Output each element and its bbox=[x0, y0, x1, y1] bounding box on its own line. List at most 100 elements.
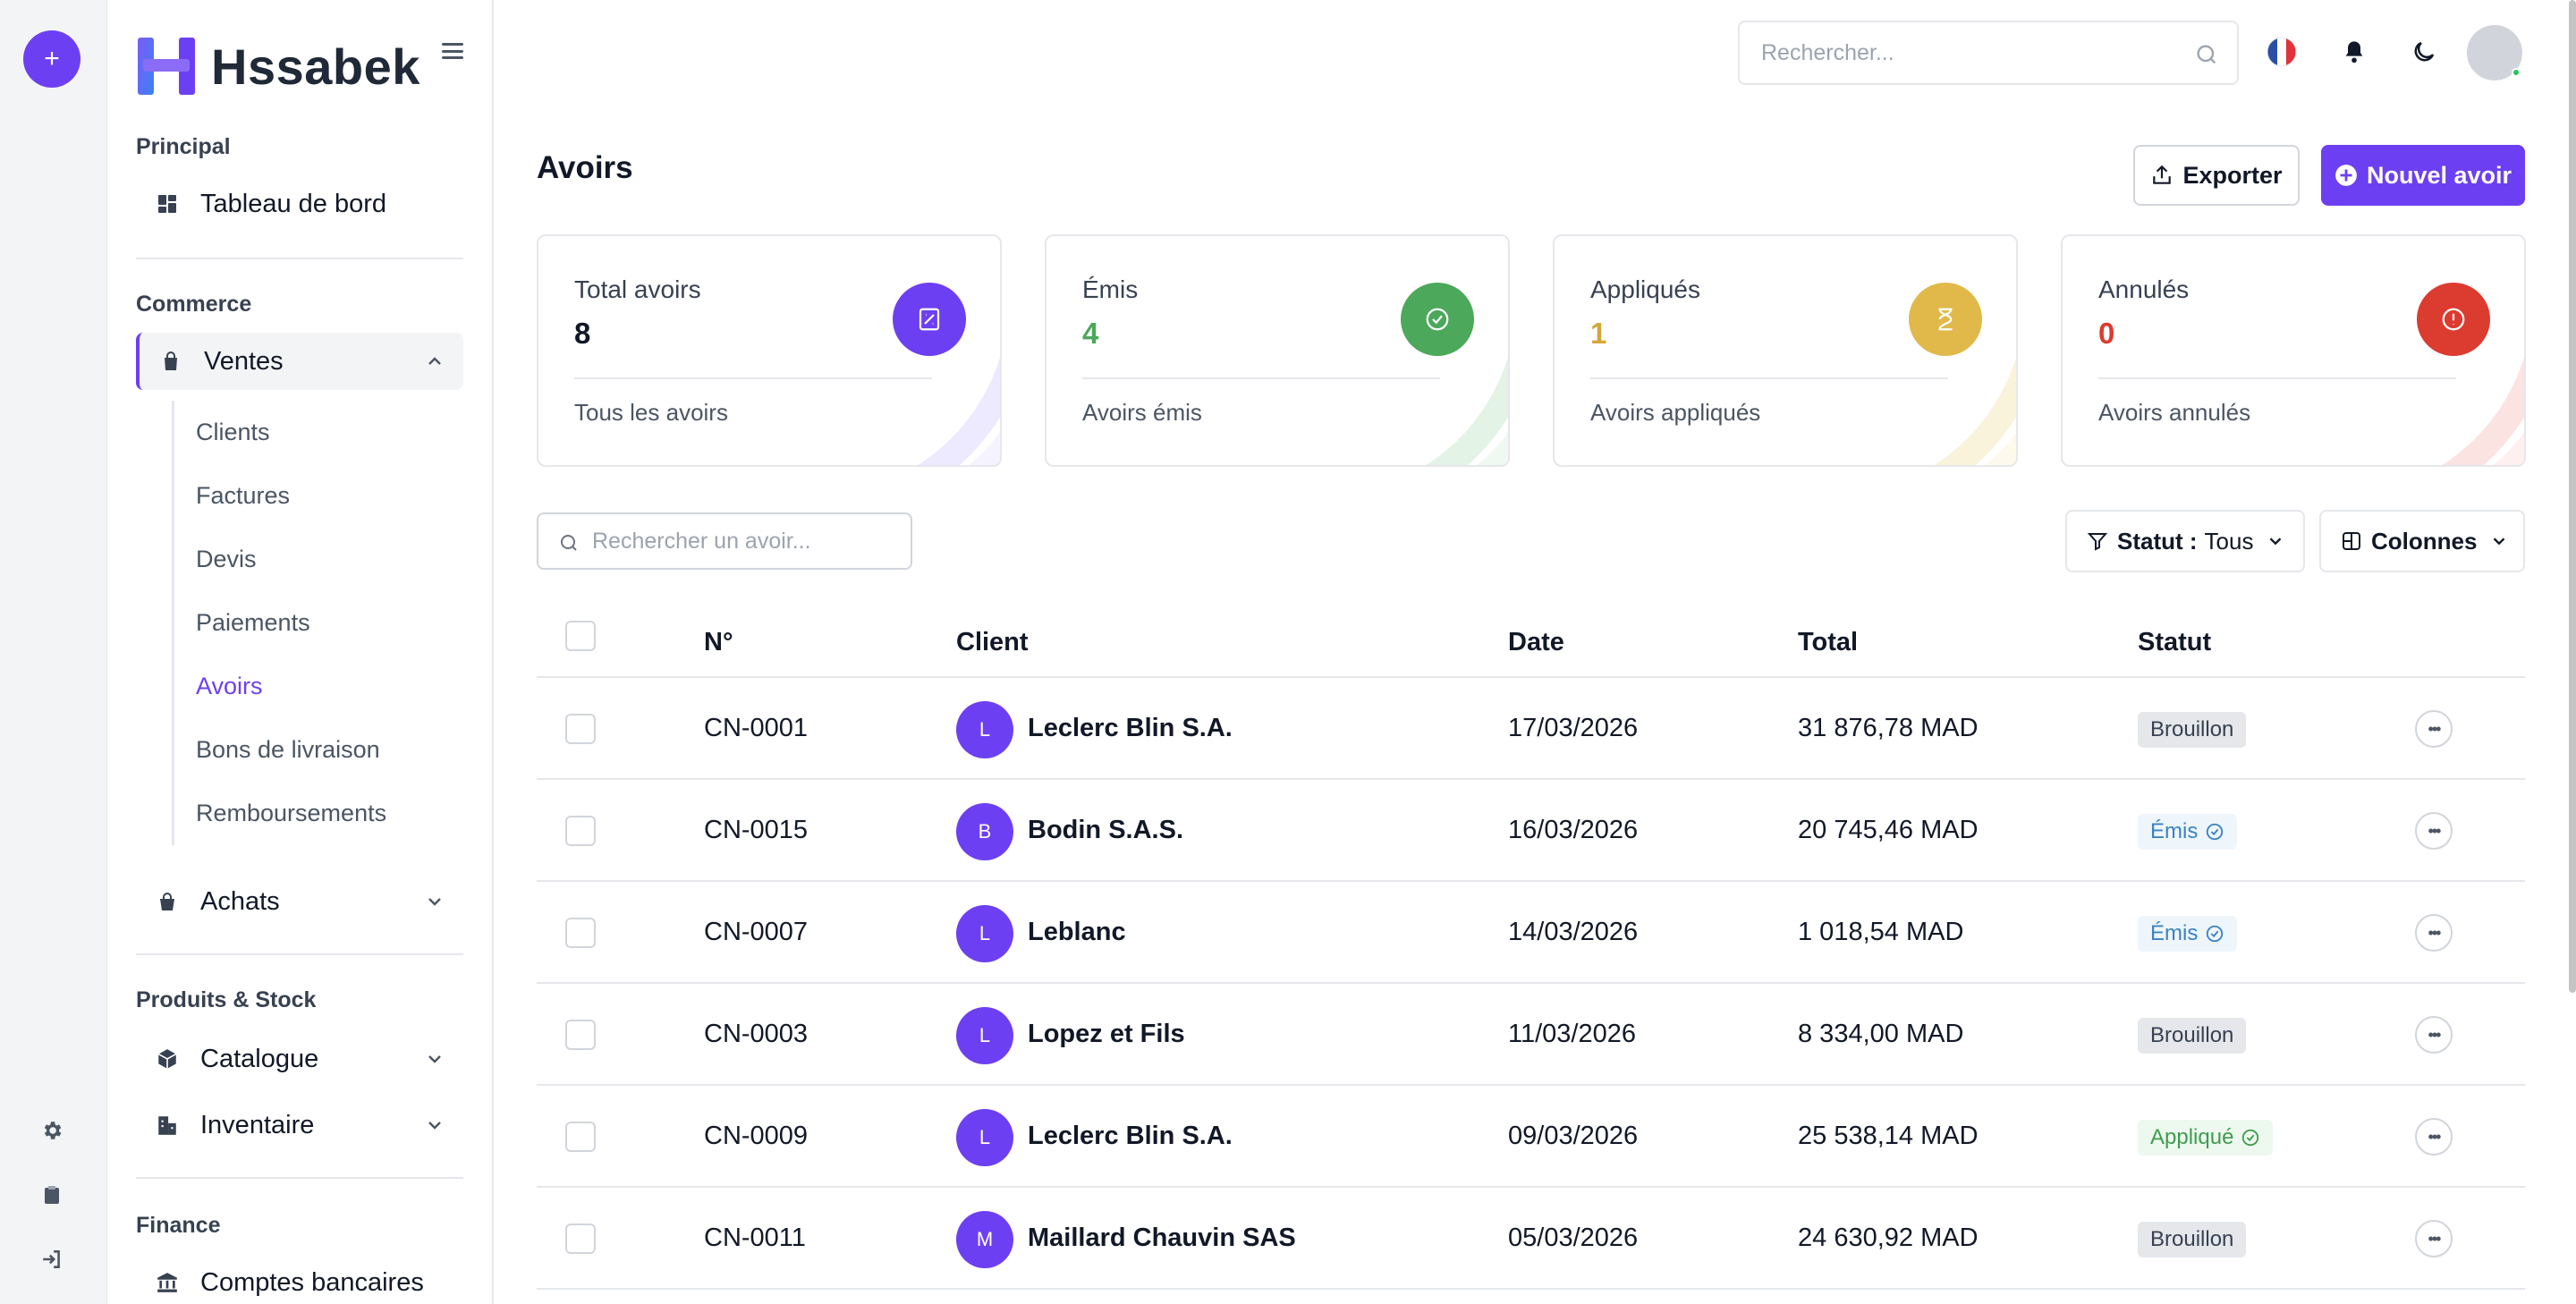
scrollbar[interactable] bbox=[2569, 0, 2576, 993]
card-decoration bbox=[1934, 357, 2016, 465]
row-actions-more-icon[interactable]: ••• bbox=[2415, 1118, 2453, 1156]
cell-client[interactable]: Leclerc Blin S.A. bbox=[1028, 714, 1233, 742]
sidebar-item-paiements[interactable]: Paiements bbox=[196, 609, 310, 636]
table-row[interactable]: CN-0001 L Leclerc Blin S.A. 17/03/2026 31 87… bbox=[537, 678, 2525, 780]
bell-icon[interactable] bbox=[2336, 34, 2372, 70]
row-actions-more-icon[interactable]: ••• bbox=[2415, 812, 2453, 850]
sidebar-item-ventes[interactable]: Ventes bbox=[136, 333, 463, 390]
grid-icon bbox=[154, 191, 181, 217]
row-checkbox[interactable] bbox=[565, 714, 596, 744]
divider bbox=[2098, 377, 2456, 379]
table-row[interactable]: CN-0009 L Leclerc Blin S.A. 09/03/2026 25 53… bbox=[537, 1086, 2525, 1188]
cell-total: 25 538,14 MAD bbox=[1798, 1122, 1979, 1150]
cell-number[interactable]: CN-0009 bbox=[704, 1122, 809, 1150]
sidebar-item-devis[interactable]: Devis bbox=[196, 546, 257, 572]
sidebar-item-label: Tableau de bord bbox=[200, 189, 386, 218]
row-checkbox[interactable] bbox=[565, 1122, 596, 1152]
ventes-submenu: Clients Factures Devis Paiements Avoirs … bbox=[172, 401, 440, 845]
row-actions-more-icon[interactable]: ••• bbox=[2415, 914, 2453, 952]
logout-icon[interactable] bbox=[36, 1243, 68, 1275]
column-header-total[interactable]: Total bbox=[1798, 628, 1859, 656]
plus-icon[interactable]: + bbox=[23, 30, 80, 88]
column-header-number[interactable]: N° bbox=[704, 628, 733, 656]
avoir-search-input[interactable]: Rechercher un avoir... bbox=[537, 512, 912, 570]
card-decoration bbox=[2442, 357, 2524, 465]
status-text: Brouillon bbox=[2150, 1227, 2234, 1251]
new-avoir-button[interactable]: Nouvel avoir bbox=[2321, 145, 2525, 206]
flag-fr-icon[interactable] bbox=[2264, 34, 2300, 70]
row-checkbox[interactable] bbox=[565, 1020, 596, 1050]
section-title-principal: Principal bbox=[136, 134, 231, 159]
divider bbox=[136, 953, 463, 955]
gear-icon[interactable] bbox=[36, 1114, 68, 1147]
select-all-checkbox[interactable] bbox=[565, 621, 596, 651]
avatar[interactable] bbox=[2467, 25, 2522, 80]
cell-date: 05/03/2026 bbox=[1508, 1224, 1639, 1252]
stat-card-appliques: Appliqués 1 Avoirs appliqués bbox=[1553, 234, 2018, 467]
status-filter-button[interactable]: Statut : Tous bbox=[2065, 510, 2305, 572]
divider bbox=[136, 258, 463, 259]
card-decoration bbox=[1426, 357, 1508, 465]
sidebar-item-label: Inventaire bbox=[200, 1110, 315, 1139]
clipboard-icon[interactable] bbox=[36, 1179, 68, 1211]
receipt-icon bbox=[893, 283, 966, 356]
cell-client[interactable]: Bodin S.A.S. bbox=[1028, 816, 1183, 844]
icon-rail: + bbox=[0, 0, 107, 1304]
cell-number[interactable]: CN-0003 bbox=[704, 1020, 809, 1048]
global-search-input[interactable]: Rechercher... bbox=[1738, 21, 2239, 85]
brand-logo[interactable]: Hssabek bbox=[134, 34, 420, 98]
cell-client[interactable]: Leclerc Blin S.A. bbox=[1028, 1122, 1233, 1150]
status-text: Appliqué bbox=[2150, 1125, 2234, 1149]
stat-subtitle: Avoirs annulés bbox=[2098, 399, 2251, 426]
sidebar-item-inventaire[interactable]: Inventaire bbox=[136, 1097, 463, 1154]
column-header-client[interactable]: Client bbox=[956, 628, 1029, 656]
stat-label: Émis bbox=[1082, 275, 1139, 303]
moon-icon[interactable] bbox=[2406, 34, 2442, 70]
status-text: Émis bbox=[2150, 819, 2199, 843]
menu-toggle-icon[interactable] bbox=[442, 43, 463, 59]
table-row[interactable]: CN-0011 M Maillard Chauvin SAS 05/03/2026 24… bbox=[537, 1188, 2525, 1290]
stat-subtitle: Avoirs appliqués bbox=[1590, 399, 1761, 426]
check-circle-icon bbox=[2207, 925, 2224, 943]
row-actions-more-icon[interactable]: ••• bbox=[2415, 1220, 2453, 1257]
section-title-finance: Finance bbox=[136, 1213, 221, 1238]
row-actions-more-icon[interactable]: ••• bbox=[2415, 1016, 2453, 1054]
cell-number[interactable]: CN-0001 bbox=[704, 714, 809, 742]
sidebar-item-achats[interactable]: Achats bbox=[136, 873, 463, 930]
cell-number[interactable]: CN-0015 bbox=[704, 816, 809, 844]
chevron-down-icon bbox=[428, 1122, 441, 1130]
row-checkbox[interactable] bbox=[565, 1224, 596, 1254]
search-icon bbox=[561, 535, 577, 551]
columns-button[interactable]: Colonnes bbox=[2319, 510, 2525, 572]
column-header-status[interactable]: Statut bbox=[2138, 628, 2212, 656]
sidebar-item-clients[interactable]: Clients bbox=[196, 419, 270, 445]
cell-number[interactable]: CN-0007 bbox=[704, 918, 809, 946]
sidebar-item-remboursements[interactable]: Remboursements bbox=[196, 800, 387, 826]
cell-client[interactable]: Lopez et Fils bbox=[1028, 1020, 1185, 1048]
sidebar-item-comptes-bancaires[interactable]: Comptes bancaires bbox=[136, 1254, 463, 1304]
table-row[interactable]: CN-0015 B Bodin S.A.S. 16/03/2026 20 745,46 … bbox=[537, 780, 2525, 882]
chevron-up-icon bbox=[428, 357, 441, 365]
sidebar-item-avoirs[interactable]: Avoirs bbox=[196, 673, 263, 699]
sidebar-item-dashboard[interactable]: Tableau de bord bbox=[136, 175, 463, 233]
sidebar-item-bons-de-livraison[interactable]: Bons de livraison bbox=[196, 736, 380, 763]
box-icon bbox=[154, 1046, 181, 1072]
cell-client[interactable]: Leblanc bbox=[1028, 918, 1126, 946]
filter-label: Statut : bbox=[2117, 527, 2198, 555]
status-badge: Émis bbox=[2138, 916, 2238, 952]
sidebar-item-factures[interactable]: Factures bbox=[196, 482, 291, 509]
column-header-date[interactable]: Date bbox=[1508, 628, 1564, 656]
sidebar-item-catalogue[interactable]: Catalogue bbox=[136, 1030, 463, 1088]
cell-client[interactable]: Maillard Chauvin SAS bbox=[1028, 1224, 1296, 1252]
table-row[interactable]: CN-0003 L Lopez et Fils 11/03/2026 8 334,00 … bbox=[537, 984, 2525, 1086]
row-checkbox[interactable] bbox=[565, 816, 596, 846]
export-button[interactable]: Exporter bbox=[2133, 145, 2300, 206]
cell-number[interactable]: CN-0011 bbox=[704, 1224, 806, 1252]
basket-icon bbox=[154, 888, 181, 915]
online-status-dot bbox=[2512, 68, 2521, 77]
row-actions-more-icon[interactable]: ••• bbox=[2415, 710, 2453, 748]
row-checkbox[interactable] bbox=[565, 918, 596, 948]
bank-icon bbox=[154, 1269, 181, 1296]
chevron-down-icon bbox=[428, 898, 441, 906]
table-row[interactable]: CN-0007 L Leblanc 14/03/2026 1 018,54 MAD Émi… bbox=[537, 882, 2525, 984]
